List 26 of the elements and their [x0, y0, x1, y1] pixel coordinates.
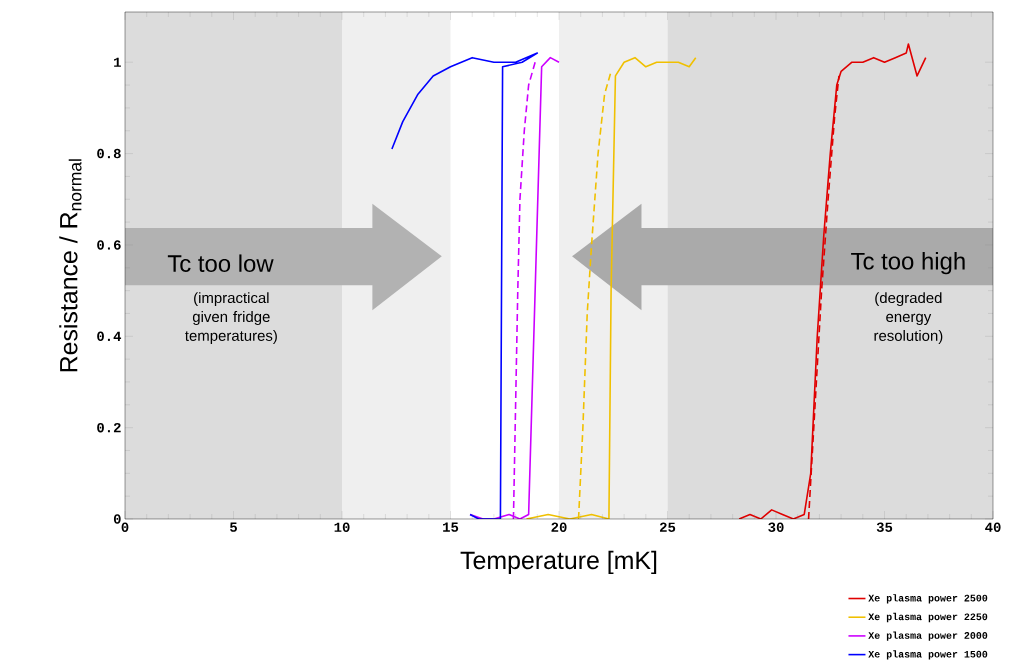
x-tick-label: 25: [659, 522, 676, 532]
legend-label: Xe plasma power 2000: [868, 631, 988, 641]
legend-label: Xe plasma power 2250: [868, 612, 988, 623]
x-tick-label: 5: [230, 522, 237, 532]
x-tick-label: 30: [768, 522, 784, 533]
x-tick-label: 40: [985, 522, 1001, 532]
y-tick-label: 0.2: [97, 422, 121, 433]
y-tick-label: 0.6: [97, 240, 121, 250]
y-tick-label: 1: [114, 57, 121, 67]
y-tick-label: 0.4: [97, 331, 122, 342]
x-axis-title: Temperature [mK]: [460, 550, 657, 575]
line-series: [391, 52, 539, 520]
x-tick-label: 15: [443, 522, 459, 532]
y-axis-title: Resistance / R$_{normal}$: [59, 159, 82, 372]
x-tick-label: 10: [334, 522, 350, 532]
y-tick-label: 0.8: [97, 148, 121, 159]
x-tick-label: 20: [551, 522, 567, 532]
legend-label: Xe plasma power 1500: [868, 650, 988, 660]
legend-label: Xe plasma power 2500: [868, 594, 988, 604]
y-tick-label: 0: [113, 514, 121, 524]
x-tick-label: 0: [121, 522, 129, 532]
annotation: Tc too low: [167, 254, 274, 272]
annotation: (degraded energy resolution): [874, 292, 943, 344]
x-tick-label: 35: [876, 522, 893, 533]
annotation: (impractical given fridge temperatures): [185, 292, 277, 344]
annotation: Tc too high: [851, 252, 965, 275]
